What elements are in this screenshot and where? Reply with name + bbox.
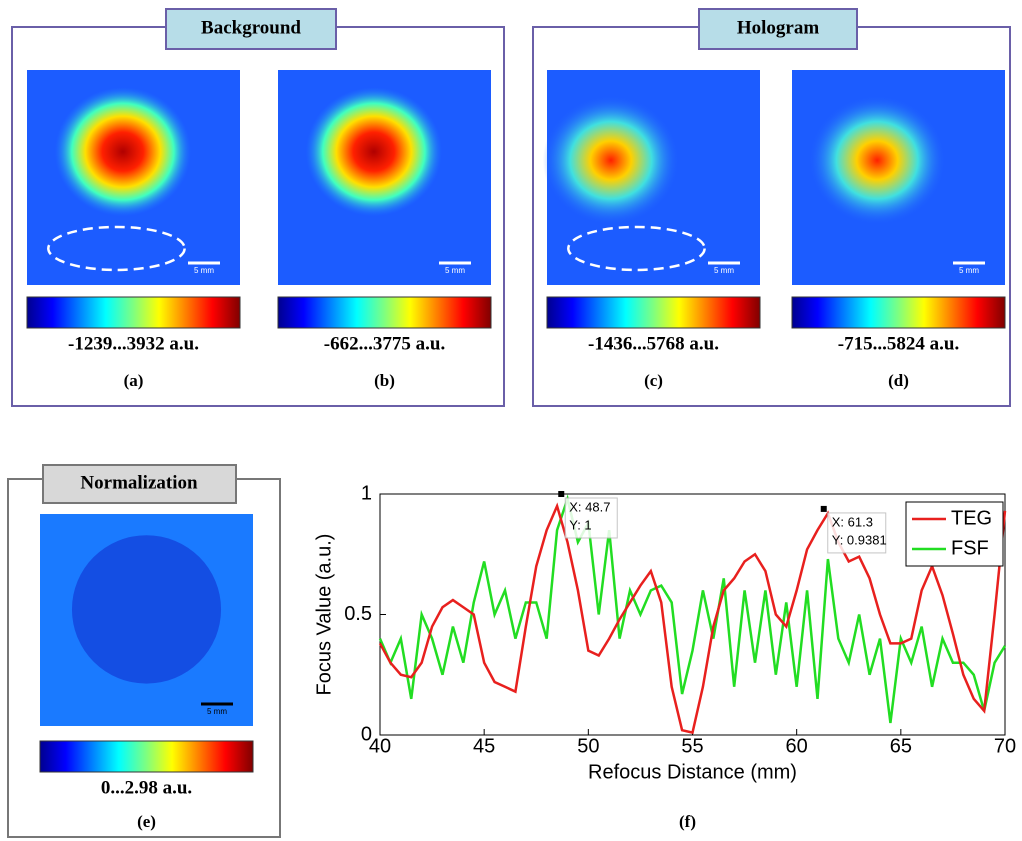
panel-title: Hologram — [737, 17, 819, 38]
range-label: -1239...3932 a.u. — [68, 333, 199, 354]
scale-label: 5 mm — [194, 266, 214, 275]
datatip-box — [564, 497, 618, 539]
x-tick-label: 55 — [681, 735, 703, 757]
legend-box — [905, 501, 1004, 567]
x-tick-label: 45 — [473, 735, 495, 757]
plot-area — [379, 493, 1006, 736]
datatip-text: Y: 1 — [569, 517, 591, 532]
heatmap-blob — [305, 87, 443, 217]
x-tick-label: 50 — [577, 735, 599, 757]
datatip-text: Y: 0.9381 — [832, 532, 887, 547]
datatip-text: X: 61.3 — [832, 514, 873, 529]
panel-label: (b) — [374, 371, 395, 390]
x-tick-label: 70 — [994, 735, 1016, 757]
range-label: 0...2.98 a.u. — [101, 777, 192, 798]
heatmap-blob — [542, 95, 680, 225]
legend-label: TEG — [951, 507, 992, 529]
line-series — [378, 494, 1007, 724]
range-label: -1436...5768 a.u. — [588, 333, 719, 354]
panel-label: (e) — [137, 812, 156, 831]
panel-label: (c) — [644, 371, 663, 390]
panel-title: Background — [201, 17, 301, 38]
y-tick-label: 0.5 — [344, 603, 372, 625]
dashed-region — [47, 225, 186, 272]
scale-label: 5 mm — [714, 266, 734, 275]
colorbar — [39, 740, 254, 773]
datatip-box — [827, 512, 887, 554]
datatip-text: X: 48.7 — [569, 499, 610, 514]
panel-title: Normalization — [80, 472, 198, 493]
colorbar — [791, 296, 1006, 329]
y-tick-label: 0 — [361, 723, 372, 745]
heatmap-blob — [809, 95, 946, 225]
datatip-marker — [558, 491, 565, 497]
x-tick-label: 40 — [369, 735, 391, 757]
colorbar — [26, 296, 241, 329]
x-tick-label: 60 — [786, 735, 808, 757]
y-tick-label: 1 — [361, 482, 372, 504]
scale-label: 5 mm — [959, 266, 979, 275]
datatip-marker — [820, 505, 827, 512]
scale-label: 5 mm — [207, 707, 227, 716]
range-label: -662...3775 a.u. — [324, 333, 445, 354]
y-axis-label: Focus Value (a.u.) — [313, 534, 335, 696]
legend-label: FSF — [951, 537, 989, 559]
colorbar — [277, 296, 492, 329]
panel-label: (a) — [124, 371, 144, 390]
x-axis-label: Refocus Distance (mm) — [588, 761, 797, 783]
panel-label: (d) — [888, 371, 909, 390]
heatmap-blob — [54, 87, 192, 217]
scale-label: 5 mm — [445, 266, 465, 275]
heatmap-texture — [71, 535, 222, 684]
title-boxes — [42, 8, 858, 504]
range-label: -715...5824 a.u. — [838, 333, 959, 354]
colorbar — [546, 296, 761, 329]
line-series — [378, 502, 1007, 735]
dashed-region — [567, 225, 706, 272]
x-tick-label: 65 — [890, 735, 912, 757]
panel-label: (f) — [679, 812, 696, 831]
